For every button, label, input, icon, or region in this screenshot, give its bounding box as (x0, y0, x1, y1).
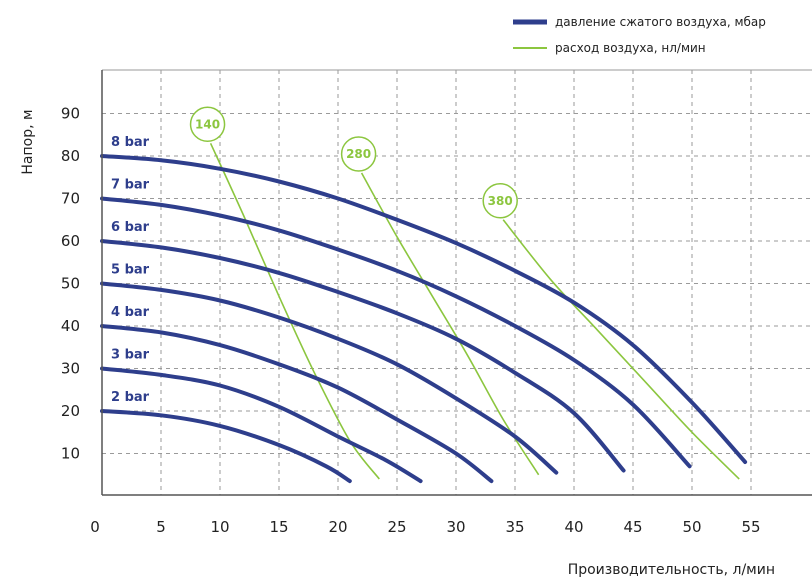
airflow-label-circle (482, 183, 518, 219)
x-tick-label: 35 (505, 518, 524, 536)
x-axis-title: Производительность, л/мин (568, 562, 775, 578)
x-tick-label: 25 (387, 518, 406, 536)
pressure-curve-4-bar (100, 324, 494, 484)
x-tick-label: 15 (269, 518, 288, 536)
y-tick-label: 70 (61, 190, 80, 208)
legend-airflow-label: расход воздуха, нл/мин (555, 41, 706, 55)
x-tick-label: 0 (90, 518, 100, 536)
airflow-label: 140 (195, 117, 220, 131)
pressure-curve-8-bar (100, 154, 748, 464)
pressure-label: 3 bar (111, 348, 150, 363)
x-tick-label: 5 (156, 518, 166, 536)
pressure-label: 6 bar (111, 220, 150, 235)
airflow-label: 380 (488, 194, 513, 208)
pressure-label: 4 bar (111, 305, 150, 320)
legend: давление сжатого воздуха, мбар расход во… (513, 15, 766, 55)
x-tick-label: 20 (328, 518, 347, 536)
x-tick-label: 55 (741, 518, 760, 536)
y-tick-label: 50 (61, 275, 80, 293)
x-tick-label: 45 (623, 518, 642, 536)
pressure-curve-5-bar (100, 281, 559, 475)
x-tick-label: 50 (682, 518, 701, 536)
pressure-label: 2 bar (111, 390, 150, 405)
airflow-label: 280 (346, 147, 371, 161)
pressure-label: 7 bar (111, 178, 150, 193)
y-tick-label: 10 (61, 445, 80, 463)
pressure-curve-7-bar (100, 196, 692, 469)
curves (100, 142, 748, 484)
y-tick-label: 40 (61, 317, 80, 335)
x-tick-label: 10 (210, 518, 229, 536)
curve-labels: 140 280 380 2 bar 3 bar 4 bar 5 bar 6 bar 7 bar 8… (111, 106, 518, 405)
y-tick-label: 90 (61, 105, 80, 123)
pressure-curve-6-bar (100, 239, 626, 473)
y-tick-label: 60 (61, 232, 80, 250)
y-tick-label: 30 (61, 360, 80, 378)
axes: 10 20 30 40 50 60 70 80 90 0 5 10 15 20 25 30 35 40 45 50 55 (61, 70, 812, 536)
airflow-label-circle (189, 106, 226, 142)
x-tick-label: 40 (564, 518, 583, 536)
pressure-curve-2-bar (100, 409, 352, 484)
legend-pressure-label: давление сжатого воздуха, мбар (555, 15, 766, 29)
y-axis-title: Напор, м (20, 109, 36, 174)
pressure-label: 8 bar (111, 135, 150, 150)
y-tick-label: 80 (61, 147, 80, 165)
pressure-curve-3-bar (100, 366, 423, 484)
x-tick-label: 30 (446, 518, 465, 536)
airflow-curve-380 (502, 219, 740, 480)
pressure-label: 5 bar (111, 263, 150, 278)
airflow-curve-280 (360, 172, 540, 476)
airflow-label-circle (340, 136, 377, 172)
y-tick-label: 20 (61, 402, 80, 420)
